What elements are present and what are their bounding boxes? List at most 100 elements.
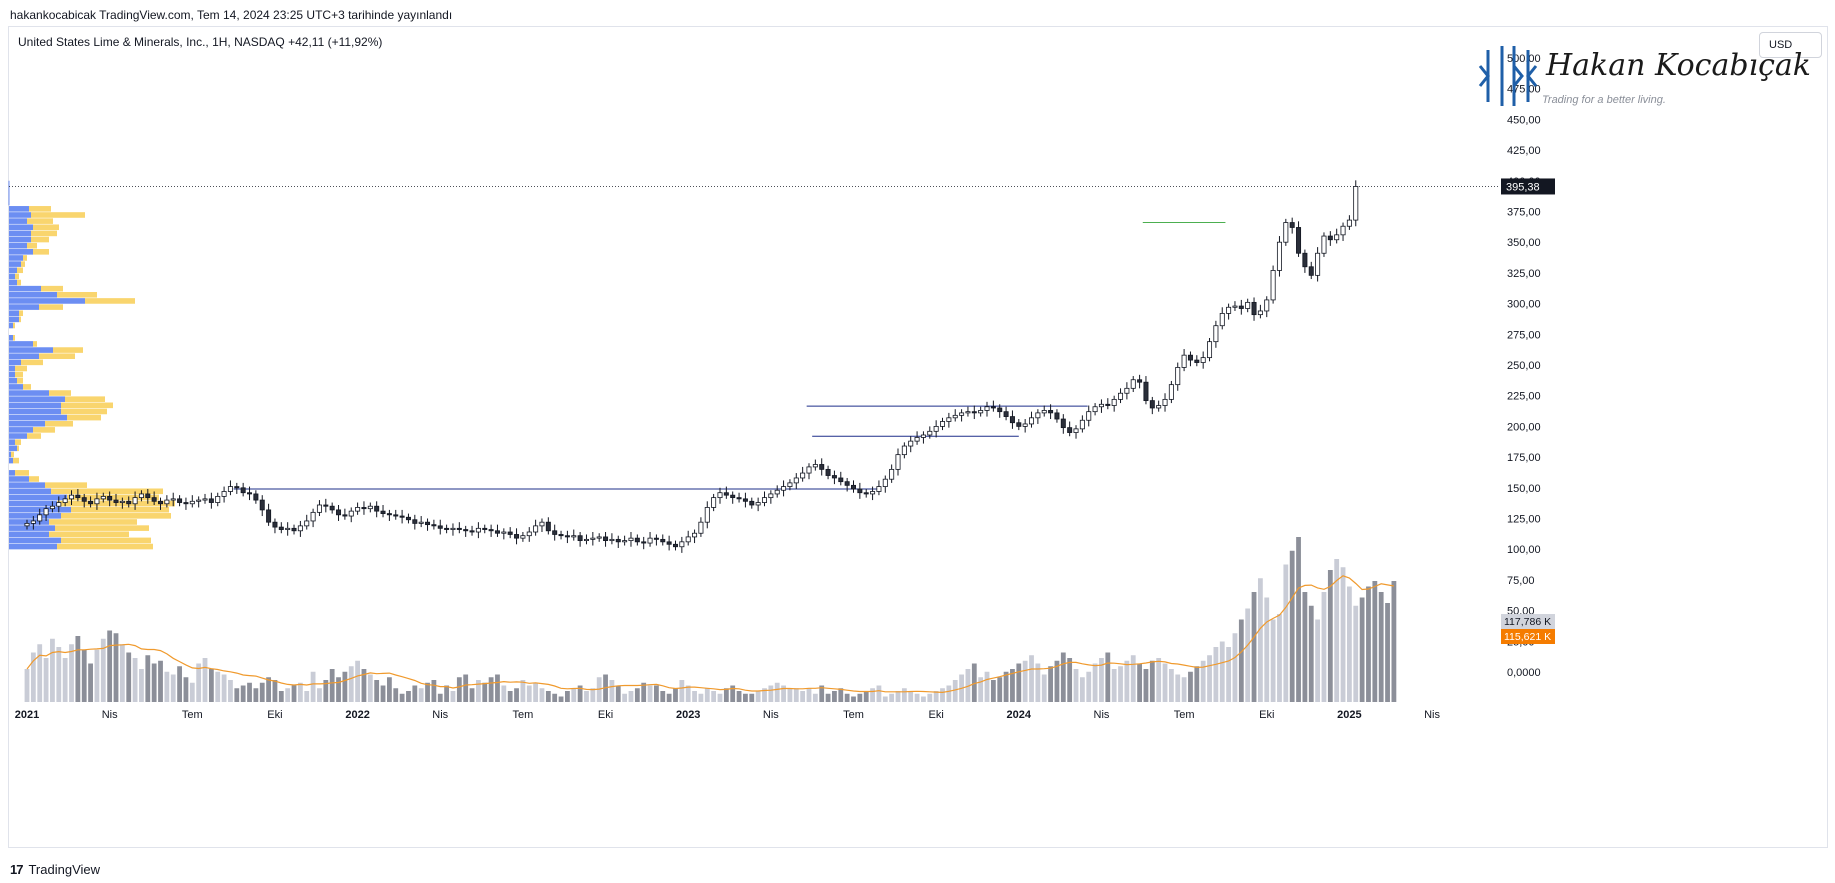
candle-body [761,497,767,503]
volume-bar [297,682,303,702]
volume-bar [660,691,666,702]
volume-bar [673,688,678,702]
volume-profile-bar-buy [9,408,61,415]
volume-bar [774,682,780,702]
volume-profile-bar-buy [9,298,85,304]
candle-body [876,486,882,492]
volume-profile-bar-sell [23,384,31,390]
volume-bar [863,691,869,702]
volume-bar [838,688,844,702]
volume-profile-bar-sell [17,267,23,274]
candle-body [1009,416,1015,424]
candle-body [437,525,443,529]
volume-bar [1347,586,1352,702]
volume-bar [723,688,729,702]
volume-profile-bar-sell [15,365,27,372]
candle-body [851,484,857,490]
candle-body [285,527,291,530]
volume-bar [800,691,806,702]
volume-profile-bar-sell [61,408,107,415]
candle-body [316,504,322,513]
candle-body [247,492,253,495]
symbol-legend[interactable]: United States Lime & Minerals, Inc., 1H,… [18,35,383,49]
volume-profile-bar-buy [9,322,13,329]
candle-body [628,537,634,542]
candle-body [1238,305,1244,309]
volume-profile-bar-sell [67,414,101,421]
time-tick-label: Nis [432,709,448,721]
tradingview-footer[interactable]: 17 TradingView [10,862,100,877]
candle-body [1060,418,1066,429]
candle-body [482,527,488,530]
volume-profile-bar-sell [13,457,19,464]
volume-bar [62,658,68,702]
candle-body [520,535,526,539]
volume-bar [1359,597,1365,702]
volume-badge-2 [1501,629,1555,644]
volume-bar [997,677,1003,702]
candle-body [227,486,233,492]
candle-body [603,536,609,542]
volume-profile-bar-buy [9,476,29,482]
candle-body [1296,227,1302,254]
candle-body [672,543,678,548]
volume-profile-bar-sell [49,519,137,525]
volume-profile-bar-buy [9,531,49,538]
candle-body [355,507,361,512]
candle-body [450,527,456,530]
volume-bar [94,649,100,702]
volume-profile-bar-buy [9,304,39,310]
volume-bar [1340,567,1346,702]
volume-bar [374,680,380,702]
volume-bar [75,636,81,702]
candle-body [685,536,691,543]
candle-body [183,502,189,505]
volume-bar [170,674,176,702]
volume-bar [266,677,271,702]
candle-body [914,437,920,442]
volume-bar [1054,660,1060,702]
volume-bar [717,693,723,702]
price-tick-label: 150,00 [1507,483,1541,495]
volume-bar [545,691,551,702]
price-tick-label: 0,0000 [1507,667,1541,679]
volume-bar [386,677,392,702]
candle-body [1200,357,1206,363]
volume-bar [247,682,252,702]
candle-body [679,541,685,548]
volume-bar [132,658,138,702]
volume-profile-bar-sell [19,316,21,323]
candle-body [1092,406,1098,413]
volume-profile-bar-sell [33,427,55,433]
candle-body [361,507,367,510]
candle-body [297,525,303,532]
volume-bar [552,693,558,702]
candle-body [469,530,475,533]
volume-bar [323,680,329,702]
volume-bar [889,693,895,702]
volume-bar [30,652,36,702]
volume-bar [278,691,284,702]
candle-body [870,491,876,495]
candle-body [501,531,507,534]
price-tick-label: 125,00 [1507,514,1541,526]
candle-body [933,425,939,432]
volume-profile-bar-sell [15,371,23,378]
currency-button[interactable]: USD [1759,32,1822,58]
volume-bar [183,677,189,702]
candle-body [857,488,863,494]
volume-profile-bar-buy [9,384,23,390]
candle-body [666,541,672,545]
volume-bar [158,660,163,702]
volume-bar [1321,592,1327,702]
candle-body [234,486,240,489]
volume-bar [50,638,55,702]
candle-body [882,478,888,487]
volume-profile-bar-sell [51,488,163,495]
candle-body [641,541,647,544]
volume-bar [1302,592,1308,702]
volume-profile-bar-sell [19,310,23,317]
volume-profile-bar-sell [57,543,153,550]
price-tick-label: 250,00 [1507,360,1541,372]
